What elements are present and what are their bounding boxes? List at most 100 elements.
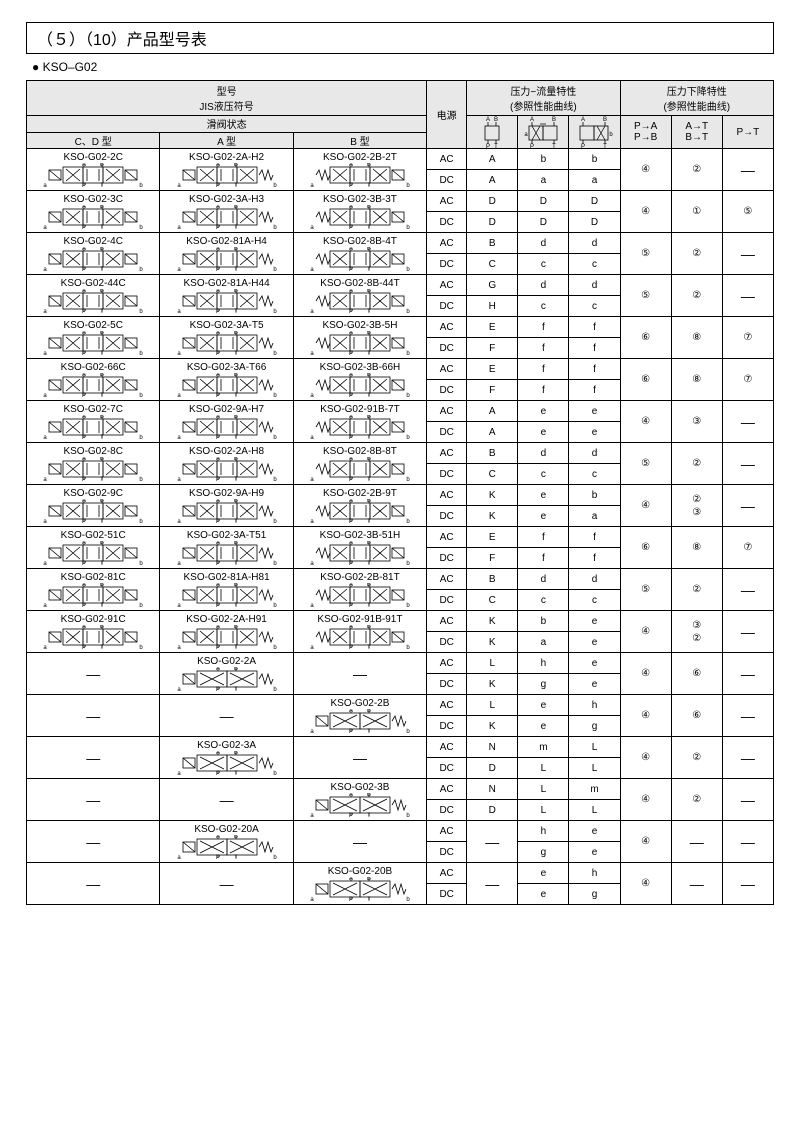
svg-text:B: B	[367, 499, 371, 504]
svg-text:B: B	[234, 373, 238, 378]
flow-cell: D	[467, 212, 518, 233]
svg-text:P: P	[349, 729, 353, 733]
pd-cell: —	[722, 149, 773, 191]
valve-symbol-icon: ABPTab	[306, 205, 414, 229]
flow-cell: E	[467, 317, 518, 338]
svg-text:P: P	[216, 687, 220, 691]
svg-text:b: b	[273, 603, 277, 607]
pd-cell: ②③	[671, 485, 722, 527]
model-code: KSO-G02-3A-T51	[160, 530, 292, 541]
model-cell: KSO-G02-20A ABPTab	[160, 821, 293, 863]
pd-cell: —	[722, 443, 773, 485]
model-cell-empty: —	[27, 821, 160, 863]
svg-text:A: A	[216, 205, 220, 210]
svg-text:A: A	[349, 541, 353, 546]
model-cell-empty: —	[27, 779, 160, 821]
valve-symbol-icon: ABPTab	[39, 247, 147, 271]
svg-text:B: B	[234, 625, 238, 630]
svg-text:A: A	[82, 163, 86, 168]
valve-symbol-icon: ABPTab	[306, 415, 414, 439]
power-cell: DC	[427, 884, 467, 905]
pd-cell: ④	[620, 737, 671, 779]
svg-text:B: B	[234, 415, 238, 420]
power-cell: AC	[427, 401, 467, 422]
pd-cell: ②	[671, 233, 722, 275]
svg-text:T: T	[100, 267, 104, 271]
svg-text:P: P	[581, 144, 585, 148]
svg-text:b: b	[406, 393, 410, 397]
svg-text:T: T	[234, 771, 238, 775]
svg-text:b: b	[406, 435, 410, 439]
flow-cell: d	[518, 275, 569, 296]
svg-text:A: A	[82, 625, 86, 630]
svg-text:a: a	[310, 477, 314, 481]
pd-cell: ④	[620, 779, 671, 821]
svg-text:b: b	[406, 645, 410, 649]
svg-text:A: A	[349, 625, 353, 630]
table-row: KSO-G02-8C ABPTab KSO-G02-2A-H8 ABPTab K…	[27, 443, 774, 464]
model-cell: KSO-G02-7C ABPTab	[27, 401, 160, 443]
model-code: KSO-G02-2B-2T	[294, 152, 426, 163]
svg-text:P: P	[349, 267, 353, 271]
model-cell: KSO-G02-4C ABPTab	[27, 233, 160, 275]
flow-cell: —	[467, 821, 518, 863]
svg-text:a: a	[177, 225, 181, 229]
svg-text:B: B	[234, 289, 238, 294]
svg-text:b: b	[140, 435, 144, 439]
model-cell: KSO-G02-2C ABPTab	[27, 149, 160, 191]
pd-cell: ⑦	[722, 317, 773, 359]
valve-symbol-icon: ABPTab	[173, 751, 281, 775]
power-cell: DC	[427, 632, 467, 653]
power-cell: DC	[427, 674, 467, 695]
flow-cell: e	[569, 821, 620, 842]
svg-text:B: B	[100, 331, 104, 336]
svg-text:T: T	[100, 225, 104, 229]
model-cell: KSO-G02-3B-3T ABPTab	[293, 191, 426, 233]
svg-text:b: b	[273, 771, 277, 775]
svg-text:P: P	[216, 225, 220, 229]
flow-cell: F	[467, 338, 518, 359]
model-code: KSO-G02-81A-H4	[160, 236, 292, 247]
pd-cell: ⑤	[620, 233, 671, 275]
flow-cell: K	[467, 632, 518, 653]
svg-text:A: A	[216, 835, 220, 840]
power-cell: DC	[427, 254, 467, 275]
svg-text:P: P	[82, 183, 86, 187]
svg-text:A: A	[216, 541, 220, 546]
pd-cell: —	[722, 611, 773, 653]
svg-text:P: P	[349, 519, 353, 523]
model-cell: KSO-G02-8B-8T ABPTab	[293, 443, 426, 485]
valve-symbol-icon: ABPTab	[173, 415, 281, 439]
flow-cell: B	[467, 443, 518, 464]
model-cell: KSO-G02-91C ABPTab	[27, 611, 160, 653]
svg-text:T: T	[494, 144, 498, 148]
valve-symbol-icon: ABPTab	[173, 835, 281, 859]
svg-text:P: P	[216, 435, 220, 439]
pd-cell: ⑤	[620, 275, 671, 317]
svg-text:T: T	[100, 393, 104, 397]
flow-cell: d	[569, 569, 620, 590]
flow-cell: A	[467, 170, 518, 191]
valve-symbol-icon: ABPTab	[306, 793, 414, 817]
svg-text:A: A	[349, 793, 353, 798]
svg-text:P: P	[82, 435, 86, 439]
flow-cell: f	[518, 527, 569, 548]
svg-text:b: b	[140, 561, 144, 565]
flow-cell: K	[467, 611, 518, 632]
svg-text:T: T	[234, 225, 238, 229]
svg-text:A: A	[349, 247, 353, 252]
model-cell: KSO-G02-3B-5H ABPTab	[293, 317, 426, 359]
svg-text:T: T	[367, 351, 371, 355]
svg-text:P: P	[349, 897, 353, 901]
svg-text:a: a	[44, 645, 48, 649]
model-code: KSO-G02-3B-3T	[294, 194, 426, 205]
pd-cell: ⑥	[620, 359, 671, 401]
svg-text:T: T	[234, 855, 238, 859]
flow-cell: e	[518, 863, 569, 884]
flow-cell: L	[569, 758, 620, 779]
svg-text:A: A	[82, 373, 86, 378]
svg-text:B: B	[367, 793, 371, 798]
svg-text:a: a	[177, 603, 181, 607]
svg-text:T: T	[100, 561, 104, 565]
svg-text:a: a	[310, 897, 314, 901]
